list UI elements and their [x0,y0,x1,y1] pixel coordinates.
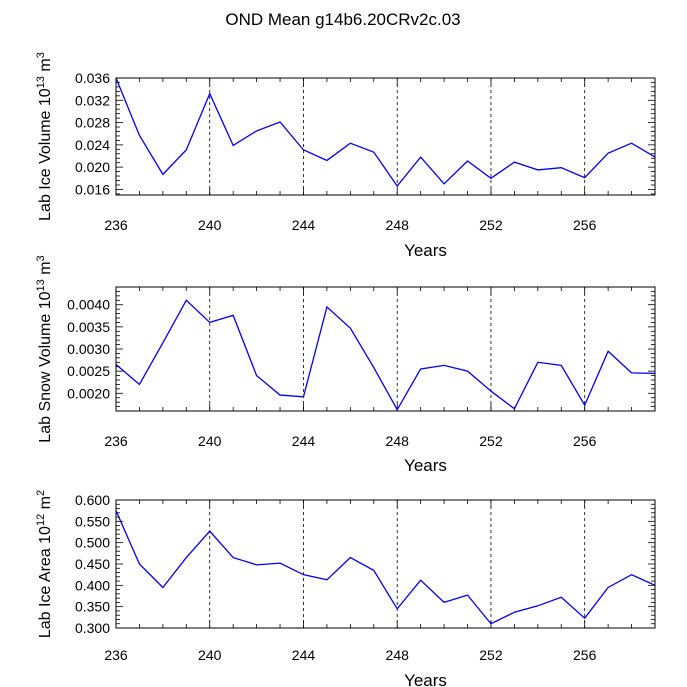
y-tick-label: 0.0040 [67,297,110,313]
y-tick-label: 0.032 [75,92,110,108]
y-axis-label-exponent: 12 [35,514,47,526]
x-tick-label: 240 [198,647,222,663]
y-tick-label: 0.020 [75,159,110,175]
y-axis-label-unit: m [37,58,54,76]
panels: 0.016 0.020 0.024 0.028 0.032 0.036 236 240 244 2… [35,52,656,687]
y-tick-label: 0.400 [75,577,110,593]
x-tick-label: 248 [386,433,410,449]
x-tick-label: 248 [386,217,410,233]
y-axis-label-unit: m [37,261,54,279]
y-tick-label: 0.550 [75,513,110,529]
x-tick-label: 240 [198,433,222,449]
y-axis-label-main: Lab Snow Volume 10 [37,291,54,442]
y-axis-label: Lab Ice Volume 1013 m3 [35,52,54,221]
y-tick-label: 0.0030 [67,341,110,357]
plot-frame [115,286,656,412]
x-axis-label: Years [404,456,447,475]
y-tick-label: 0.028 [75,115,110,131]
y-axis-label-exponent: 13 [35,279,47,291]
x-tick-label: 248 [386,647,410,663]
y-axis-label-unit-exponent: 3 [35,255,47,261]
y-axis-label: Lab Ice Area 1012 m2 [35,490,54,638]
y-tick-label: 0.0020 [67,385,110,401]
y-tick-label: 0.500 [75,535,110,551]
y-tick-label: 0.350 [75,599,110,615]
y-axis-label-exponent: 13 [35,76,47,88]
y-tick-label: 0.0035 [67,319,110,335]
x-tick-label: 252 [479,647,503,663]
x-tick-label: 236 [104,433,128,449]
x-tick-label: 244 [292,433,316,449]
panel-2: 0.0020 0.0025 0.0030 0.0035 0.0040 236 240 244 2… [35,255,656,475]
x-tick-label: 256 [573,647,597,663]
plot-frame [115,499,656,629]
x-tick-label: 256 [573,217,597,233]
x-tick-label: 244 [292,647,316,663]
plot-frame [115,77,656,196]
y-tick-label: 0.450 [75,556,110,572]
panel-1: 0.016 0.020 0.024 0.028 0.032 0.036 236 240 244 2… [35,52,656,260]
x-tick-label: 252 [479,217,503,233]
series-line [115,510,656,625]
y-axis-label-unit: m [37,496,54,514]
x-tick-label: 244 [292,217,316,233]
y-tick-label: 0.036 [75,70,110,86]
y-axis-label: Lab Snow Volume 1013 m3 [35,255,54,442]
x-axis-label: Years [404,671,447,687]
series-line [115,77,656,188]
y-axis-label-main: Lab Ice Volume 10 [37,88,54,221]
x-tick-label: 240 [198,217,222,233]
series-line [115,299,656,411]
y-tick-label: 0.600 [75,492,110,508]
y-axis-label-unit-exponent: 3 [35,52,47,58]
y-tick-label: 0.0025 [67,363,110,379]
x-axis-label: Years [404,241,447,260]
x-tick-label: 236 [104,647,128,663]
x-tick-label: 256 [573,433,597,449]
x-tick-label: 252 [479,433,503,449]
panel-3: 0.300 0.350 0.400 0.450 0.500 0.550 0.600 236 24… [35,490,656,687]
y-axis-label-unit-exponent: 2 [35,490,47,496]
y-tick-label: 0.024 [75,137,110,153]
figure-title: OND Mean g14b6.20CRv2c.03 [225,10,460,29]
y-axis-label-main: Lab Ice Area 10 [37,526,54,638]
x-tick-label: 236 [104,217,128,233]
y-tick-label: 0.016 [75,181,110,197]
y-tick-label: 0.300 [75,620,110,636]
